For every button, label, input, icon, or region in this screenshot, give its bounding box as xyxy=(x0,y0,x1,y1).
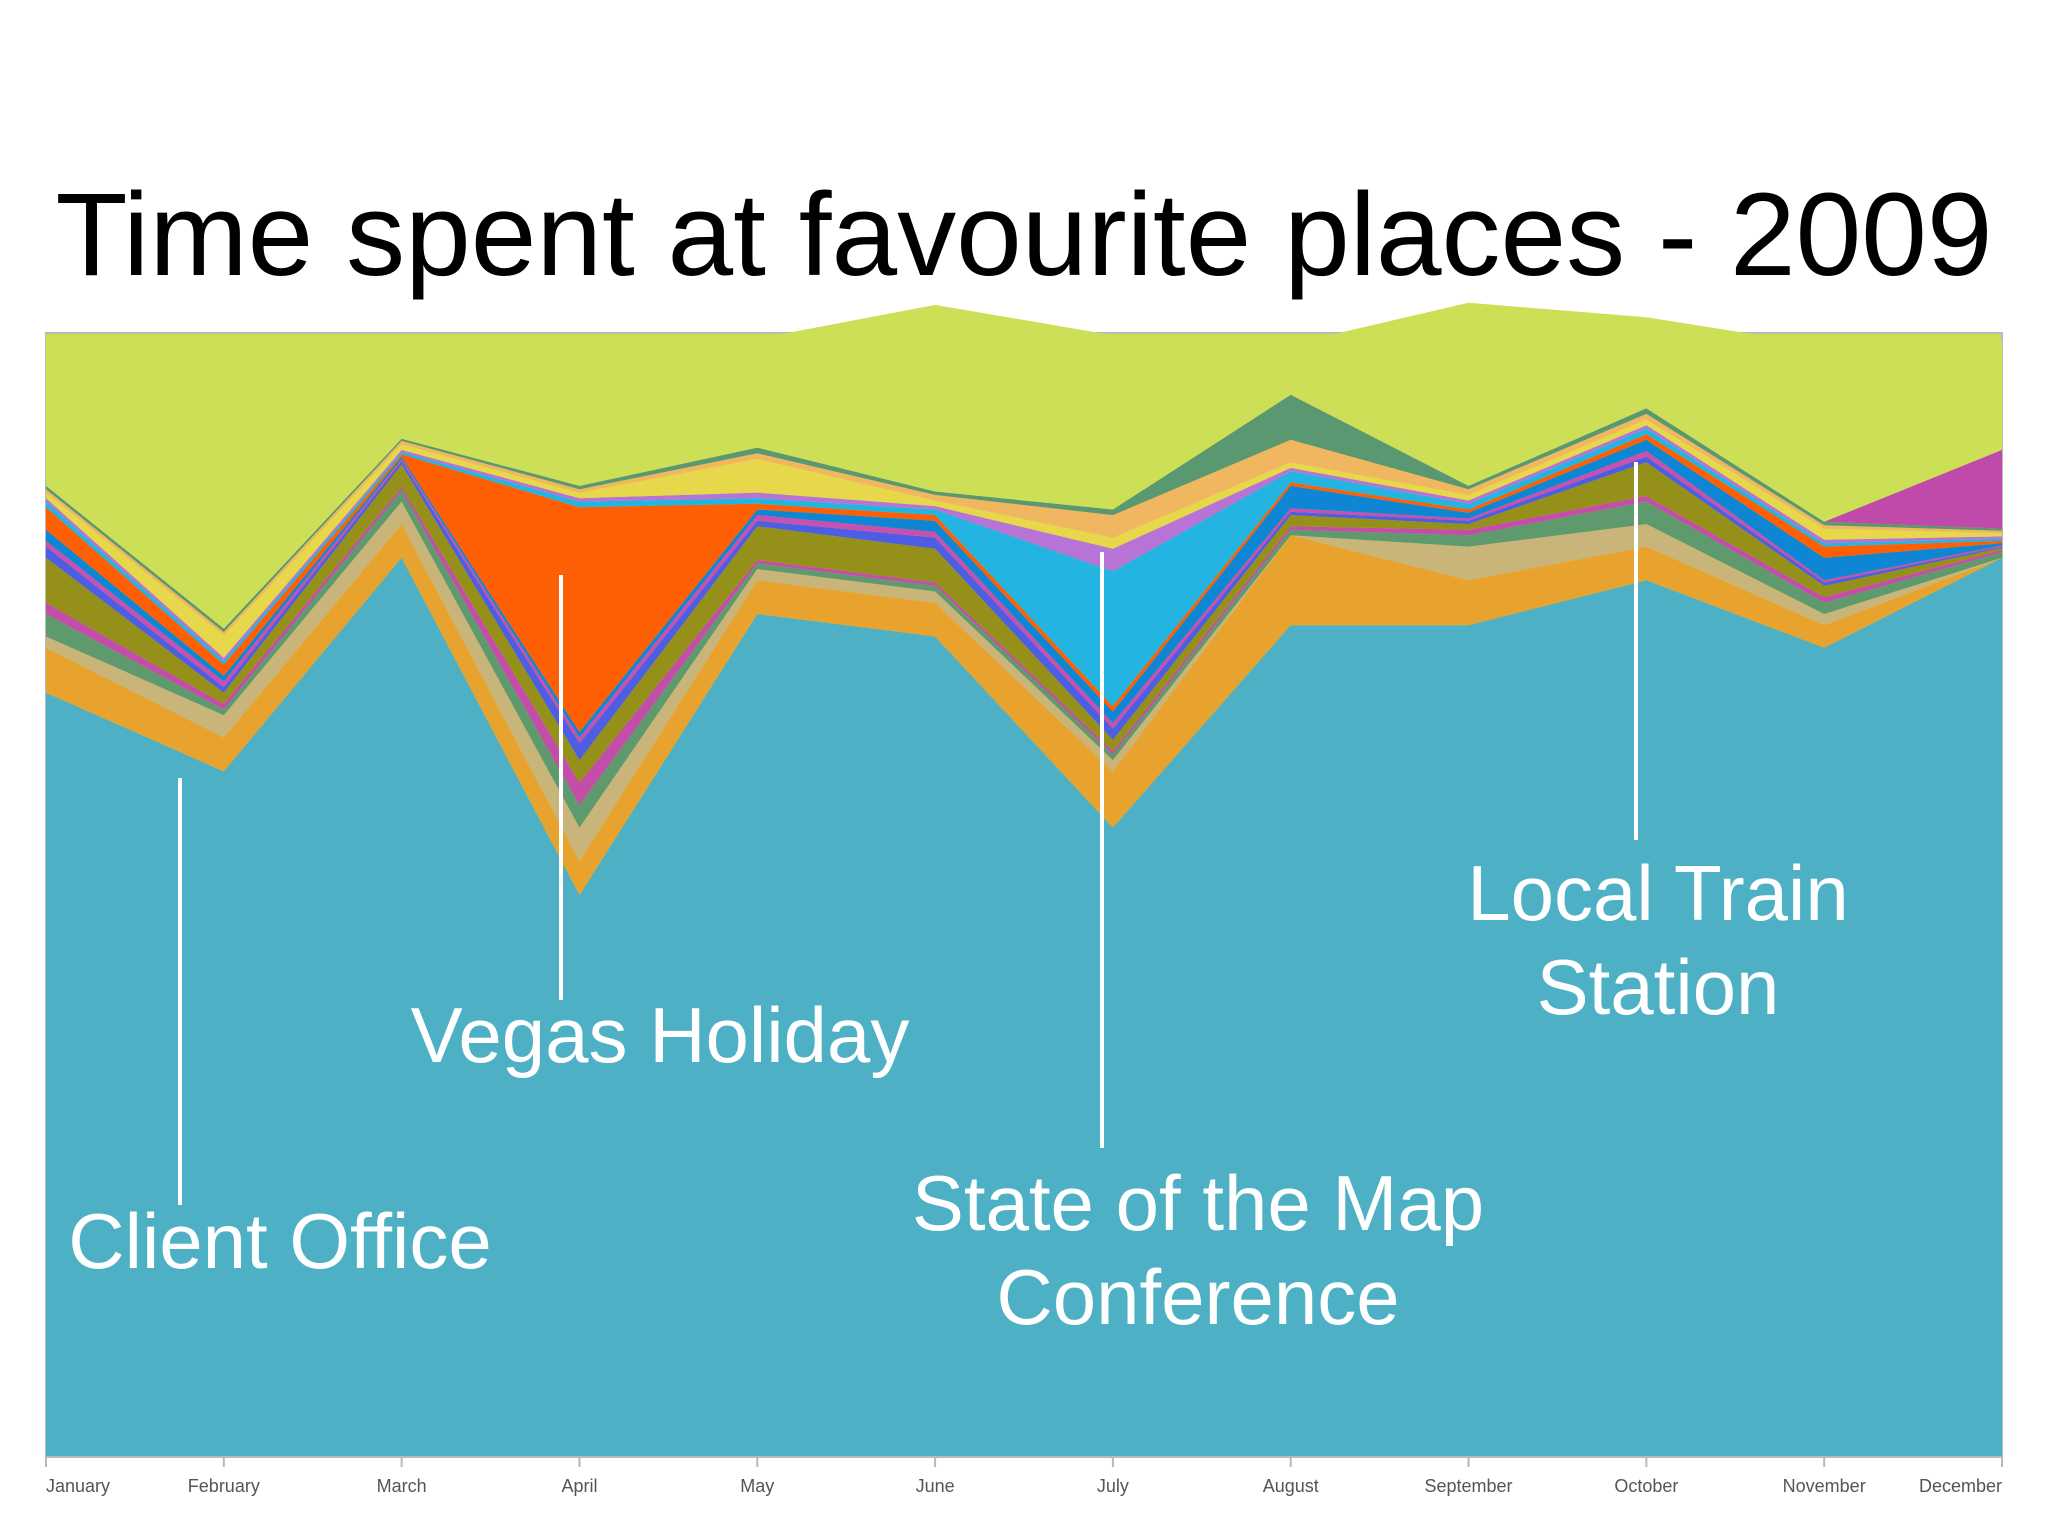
stream-series-2 xyxy=(46,501,2002,862)
x-tick-label: March xyxy=(377,1476,427,1496)
stream-series-16 xyxy=(46,302,2002,629)
stream-series-7 xyxy=(46,451,2002,744)
stream-series-1 xyxy=(46,524,2002,895)
stream-series-8 xyxy=(46,439,2002,738)
x-tick-label: June xyxy=(916,1476,955,1496)
stream-series-13 xyxy=(46,413,2002,636)
annotation-label: Client Office xyxy=(68,1197,491,1285)
x-tick-label: August xyxy=(1263,1476,1319,1496)
annotation-label: State of the Map xyxy=(912,1159,1484,1247)
x-tick-label: November xyxy=(1783,1476,1866,1496)
stream-series-3 xyxy=(46,490,2002,828)
stream-series-4 xyxy=(46,487,2002,806)
stream-series-11 xyxy=(46,425,2002,662)
stream-series-10 xyxy=(46,428,2002,707)
annotation-label: Vegas Holiday xyxy=(411,991,910,1079)
x-tick-label: January xyxy=(46,1476,110,1496)
annotation-label: Local Train xyxy=(1467,849,1849,937)
x-tick-label: April xyxy=(561,1476,597,1496)
x-tick-label: May xyxy=(740,1476,774,1496)
x-tick-label: July xyxy=(1097,1476,1129,1496)
stream-series-12 xyxy=(46,419,2002,658)
x-tick-label: October xyxy=(1614,1476,1678,1496)
stream-series-9 xyxy=(46,434,2002,732)
x-tick-label: February xyxy=(188,1476,260,1496)
stream-series-0 xyxy=(46,557,2002,1457)
annotation-label: Station xyxy=(1537,943,1780,1031)
x-tick-label: September xyxy=(1425,1476,1513,1496)
stream-series-5 xyxy=(46,462,2002,783)
annotation-label: Conference xyxy=(996,1253,1399,1341)
stream-series-6 xyxy=(46,456,2002,761)
x-tick-label: December xyxy=(1919,1476,2002,1496)
chart-title: Time spent at favourite places - 2009 xyxy=(55,169,1993,301)
